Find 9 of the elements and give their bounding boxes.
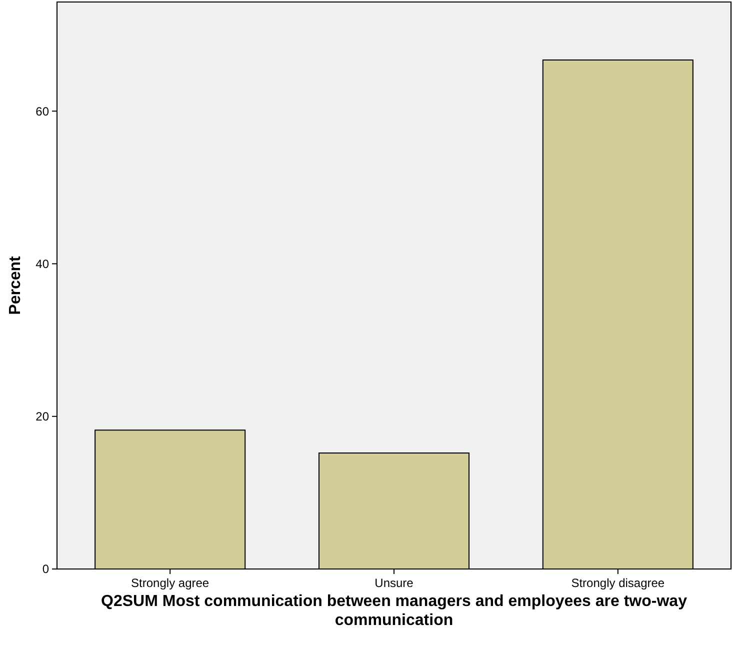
x-tick-label: Strongly agree <box>131 576 210 590</box>
x-tick-label: Strongly disagree <box>571 576 665 590</box>
y-axis-title: Percent <box>7 255 24 315</box>
y-tick-label: 20 <box>36 410 50 424</box>
x-axis-title: Q2SUM Most communication between managers and employees are two-way communication <box>101 593 688 629</box>
y-tick-label: 60 <box>36 104 50 118</box>
y-tick-label: 0 <box>42 562 50 576</box>
y-tick-label: 40 <box>36 256 50 271</box>
x-tick-label: Unsure <box>374 576 414 590</box>
